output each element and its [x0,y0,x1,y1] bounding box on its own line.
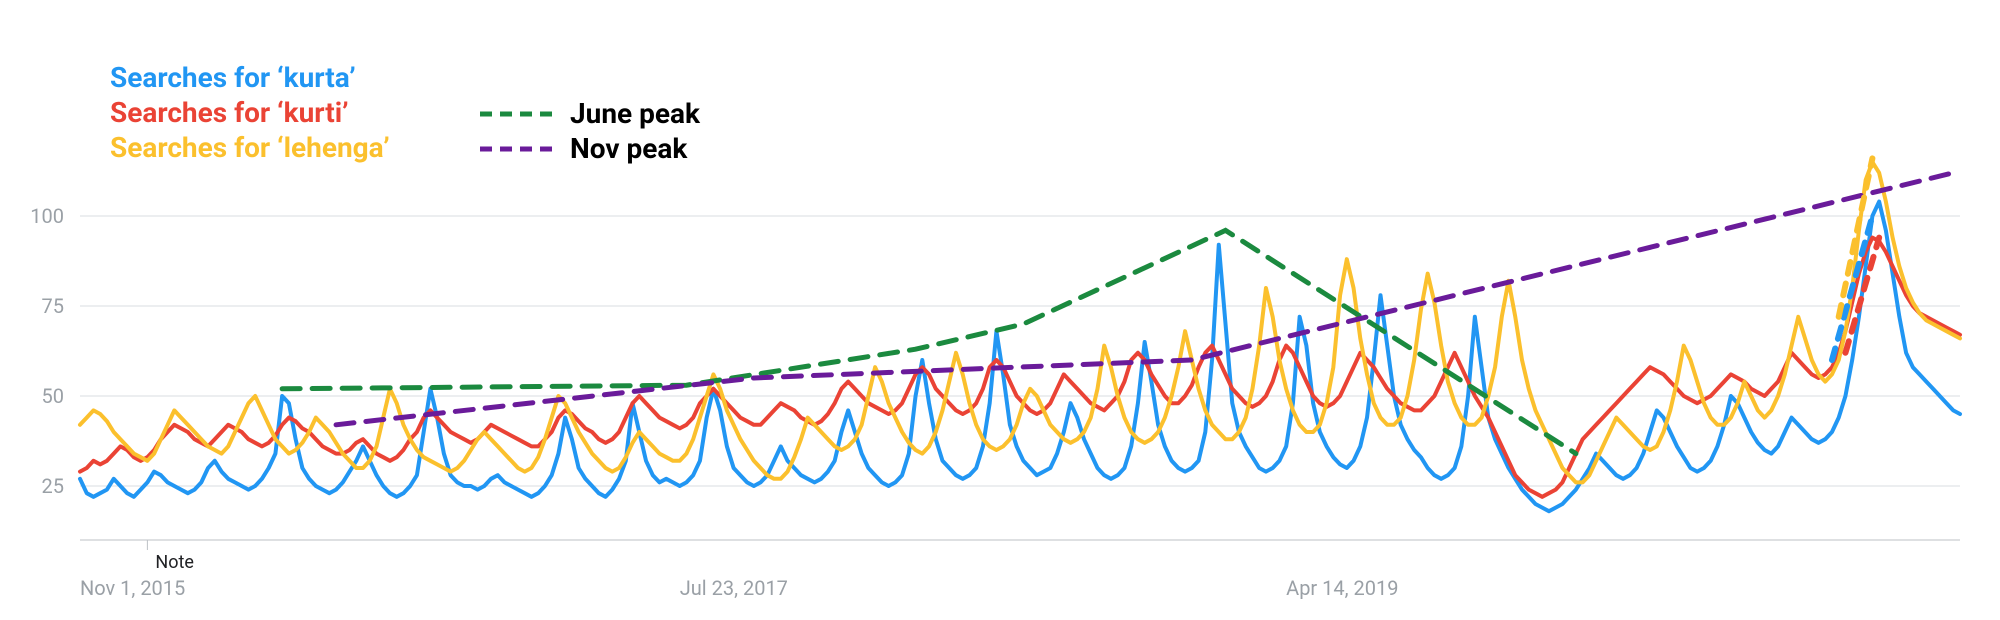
trends-chart-container: Searches for ‘kurta’Searches for ‘kurti’… [0,0,2000,620]
legend-label: Searches for ‘lehenga’ [110,130,390,165]
legend-label: Searches for ‘kurta’ [110,60,356,95]
y-tick-label: 25 [42,474,64,498]
legend-item: Searches for ‘kurti’ [110,95,390,130]
legend-swatch-dash [480,139,560,159]
legend-label: Searches for ‘kurti’ [110,95,349,130]
legend-swatch-dash [480,104,560,124]
y-tick-label: 50 [42,384,64,408]
series-kurta [80,202,1960,512]
legend-label: June peak [570,96,700,131]
legend-label: Nov peak [570,131,687,166]
legend-trendlines: June peakNov peak [480,96,700,166]
x-tick-label: Jul 23, 2017 [680,576,788,600]
legend-item: Searches for ‘kurta’ [110,60,390,95]
legend-item: June peak [480,96,700,131]
x-tick-label: Nov 1, 2015 [80,576,185,600]
x-tick-label: Apr 14, 2019 [1286,576,1398,600]
legend-item: Searches for ‘lehenga’ [110,130,390,165]
legend-series: Searches for ‘kurta’Searches for ‘kurti’… [110,60,390,165]
legend-item: Nov peak [480,131,700,166]
note-label: Note [155,552,194,573]
trendline-nov-peak [336,173,1953,425]
y-tick-label: 75 [42,294,64,318]
y-tick-label: 100 [30,204,64,228]
series-lehenga [80,162,1960,482]
